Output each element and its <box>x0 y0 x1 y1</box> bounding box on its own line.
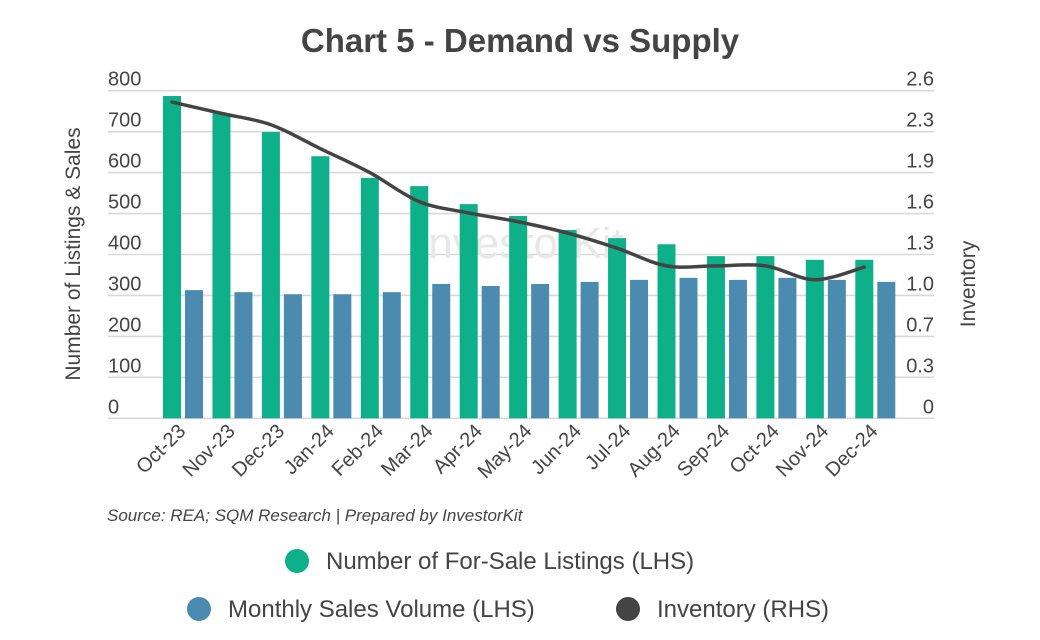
y-tick-label: 700 <box>108 110 141 132</box>
bar-listings[interactable] <box>163 96 181 419</box>
y2-axis-label: Inventory <box>957 240 980 327</box>
legend-item-listings[interactable]: Number of For-Sale Listings (LHS) <box>285 548 694 575</box>
y-tick-label: 200 <box>108 314 141 336</box>
bar-listings[interactable] <box>608 238 627 419</box>
legend-label-sales: Monthly Sales Volume (LHS) <box>228 596 535 623</box>
y2-tick-label: 0 <box>923 396 934 418</box>
y-tick-label: 100 <box>108 355 141 377</box>
bar-listings[interactable] <box>706 256 725 419</box>
x-tick-label: Jan-24 <box>280 420 339 479</box>
chart-title: Chart 5 - Demand vs Supply <box>301 22 740 59</box>
legend-label-listings: Number of For-Sale Listings (LHS) <box>326 548 694 575</box>
bar-sales[interactable] <box>728 279 747 419</box>
y2-tick-label: 0.7 <box>906 314 934 336</box>
y-tick-label: 400 <box>108 233 141 255</box>
bar-listings[interactable] <box>805 259 824 419</box>
x-tick-label: Sep-24 <box>673 420 734 481</box>
y2-tick-label: 1.9 <box>906 151 934 173</box>
right-axis-ticks: 0 0.3 0.7 1.0 1.3 1.6 1.9 2.3 2.6 <box>906 69 934 419</box>
bar-sales[interactable] <box>382 292 401 419</box>
legend: Number of For-Sale Listings (LHS) Monthl… <box>187 548 829 623</box>
y-tick-label: 300 <box>108 273 141 295</box>
bar-sales[interactable] <box>234 292 253 419</box>
y-tick-label: 600 <box>108 151 141 173</box>
y2-tick-label: 1.6 <box>906 192 934 214</box>
bar-listings[interactable] <box>212 113 231 419</box>
bar-sales[interactable] <box>432 283 451 419</box>
y2-tick-label: 2.3 <box>906 110 934 132</box>
bar-sales[interactable] <box>877 281 896 419</box>
bar-sales[interactable] <box>185 290 203 419</box>
legend-marker-inventory <box>616 597 640 621</box>
bar-listings[interactable] <box>459 204 478 419</box>
bar-listings[interactable] <box>657 244 676 419</box>
y2-tick-label: 1.0 <box>906 273 934 295</box>
bar-sales[interactable] <box>679 277 698 419</box>
legend-label-inventory: Inventory (RHS) <box>657 596 829 623</box>
y2-tick-label: 2.6 <box>906 69 934 91</box>
y2-tick-label: 1.3 <box>906 233 934 255</box>
x-tick-label: Dec-24 <box>821 420 882 481</box>
bar-listings[interactable] <box>410 186 429 419</box>
x-tick-label: Feb-24 <box>328 420 388 480</box>
x-tick-label: Dec-23 <box>228 420 289 481</box>
x-tick-label: May-24 <box>474 420 537 483</box>
bar-sales[interactable] <box>778 277 797 419</box>
bars <box>163 96 896 419</box>
bar-listings[interactable] <box>360 177 379 419</box>
inventory-line-group <box>170 100 867 282</box>
legend-item-inventory[interactable]: Inventory (RHS) <box>616 596 829 623</box>
bar-sales[interactable] <box>531 283 550 419</box>
bar-listings[interactable] <box>261 132 280 419</box>
bar-sales[interactable] <box>630 279 649 419</box>
bar-listings[interactable] <box>855 259 874 419</box>
y-tick-label: 0 <box>108 396 119 418</box>
y-tick-label: 800 <box>108 69 141 91</box>
legend-marker-listings <box>285 549 309 573</box>
x-tick-label: Aug-24 <box>624 420 685 481</box>
bar-listings[interactable] <box>509 216 528 419</box>
x-axis-ticks: Oct-23Nov-23Dec-23Jan-24Feb-24Mar-24Apr-… <box>132 420 882 483</box>
bar-sales[interactable] <box>580 281 599 419</box>
x-tick-label: Nov-23 <box>179 420 240 481</box>
legend-item-sales[interactable]: Monthly Sales Volume (LHS) <box>187 596 535 623</box>
x-tick-label: Nov-24 <box>772 420 833 481</box>
y2-tick-label: 0.3 <box>906 355 934 377</box>
y-axis-label: Number of Listings & Sales <box>62 127 85 380</box>
legend-marker-sales <box>187 597 211 621</box>
bar-sales[interactable] <box>481 286 500 419</box>
bar-sales[interactable] <box>333 294 352 419</box>
bar-listings[interactable] <box>756 256 775 419</box>
bar-sales[interactable] <box>827 279 846 419</box>
source-note: Source: REA; SQM Research | Prepared by … <box>107 506 524 525</box>
bar-listings[interactable] <box>311 156 330 419</box>
left-axis-ticks: 0 100 200 300 400 500 600 700 800 <box>108 69 141 419</box>
x-tick-label: Jun-24 <box>527 420 586 479</box>
bar-listings[interactable] <box>558 229 577 419</box>
x-tick-label: Mar-24 <box>377 420 437 480</box>
y-tick-label: 500 <box>108 192 141 214</box>
bar-sales[interactable] <box>283 294 302 419</box>
